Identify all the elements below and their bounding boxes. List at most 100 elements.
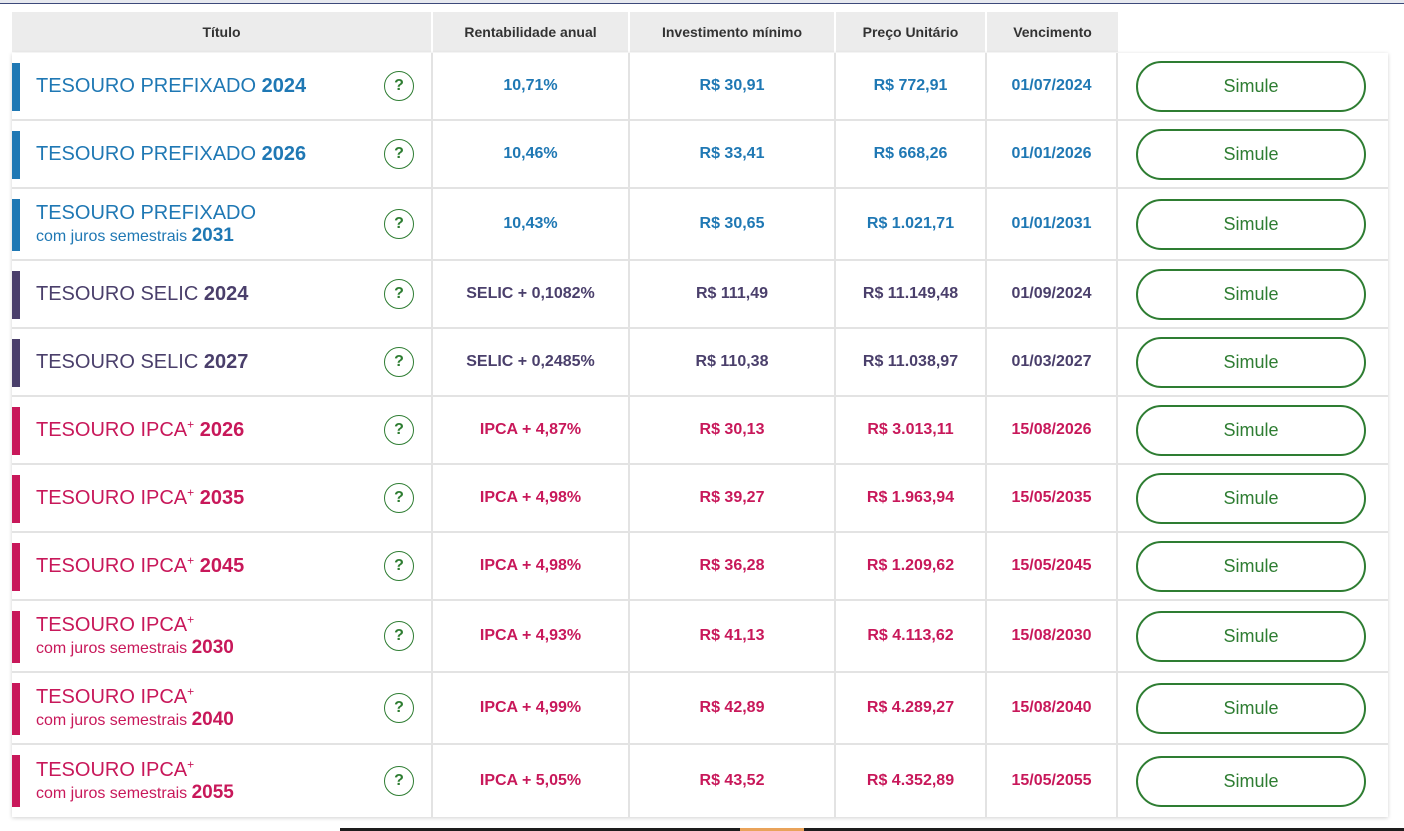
bond-name-superscript: + bbox=[187, 484, 195, 499]
bond-name: TESOURO SELIC bbox=[36, 282, 199, 305]
top-bar bbox=[0, 0, 1404, 4]
help-icon[interactable]: ? bbox=[384, 483, 414, 513]
group-accent-bar bbox=[12, 63, 20, 111]
cell-action: Simule bbox=[1118, 121, 1388, 187]
bond-title: TESOURO IPCA+ 2035 bbox=[36, 484, 245, 510]
bond-name: TESOURO IPCA bbox=[36, 418, 188, 441]
bond-subtitle: com juros semestrais bbox=[36, 784, 188, 802]
cell-titulo: TESOURO IPCA+ 2045? bbox=[12, 533, 433, 599]
table-header: Título Rentabilidade anual Investimento … bbox=[12, 12, 1118, 52]
bond-year: 2040 bbox=[191, 708, 234, 730]
simule-button[interactable]: Simule bbox=[1136, 755, 1366, 807]
bond-title: TESOURO PREFIXADO com juros semestrais 20… bbox=[36, 202, 256, 247]
cell-rentabilidade: IPCA + 5,05% bbox=[433, 745, 630, 817]
simule-button[interactable]: Simule bbox=[1136, 128, 1366, 180]
cell-vencimento: 01/07/2024 bbox=[987, 53, 1118, 119]
header-titulo: Título bbox=[12, 12, 433, 52]
cell-investimento: R$ 39,27 bbox=[630, 465, 836, 531]
bond-year: 2035 bbox=[199, 486, 245, 509]
table-row: TESOURO PREFIXADO 2026? 10,46% R$ 33,41 R$ … bbox=[12, 121, 1388, 189]
bond-subtitle: com juros semestrais bbox=[36, 227, 188, 245]
cell-preco: R$ 1.021,71 bbox=[836, 189, 987, 259]
help-icon[interactable]: ? bbox=[384, 621, 414, 651]
cell-rentabilidade: 10,46% bbox=[433, 121, 630, 187]
cell-titulo: TESOURO IPCA+ 2035? bbox=[12, 465, 433, 531]
simule-button[interactable]: Simule bbox=[1136, 336, 1366, 388]
cell-action: Simule bbox=[1118, 53, 1388, 119]
cell-preco: R$ 1.209,62 bbox=[836, 533, 987, 599]
cell-titulo: TESOURO IPCA+ com juros semestrais 2030? bbox=[12, 601, 433, 671]
bond-name: TESOURO IPCA bbox=[36, 554, 188, 577]
help-icon[interactable]: ? bbox=[384, 766, 414, 796]
help-icon[interactable]: ? bbox=[384, 693, 414, 723]
cell-titulo: TESOURO SELIC 2027? bbox=[12, 329, 433, 395]
simule-button[interactable]: Simule bbox=[1136, 60, 1366, 112]
simule-button[interactable]: Simule bbox=[1136, 404, 1366, 456]
bond-year: 2024 bbox=[203, 282, 249, 305]
cell-action: Simule bbox=[1118, 465, 1388, 531]
cell-rentabilidade: SELIC + 0,1082% bbox=[433, 261, 630, 327]
cell-titulo: TESOURO PREFIXADO 2026? bbox=[12, 121, 433, 187]
cell-titulo: TESOURO IPCA+ 2026? bbox=[12, 397, 433, 463]
bond-year: 2045 bbox=[199, 554, 245, 577]
cell-action: Simule bbox=[1118, 673, 1388, 743]
bond-year: 2031 bbox=[191, 224, 234, 246]
table-row: TESOURO IPCA+ com juros semestrais 2040? I… bbox=[12, 673, 1388, 745]
bond-name: TESOURO PREFIXADO bbox=[36, 74, 257, 97]
group-accent-bar bbox=[12, 199, 20, 251]
header-rentabilidade: Rentabilidade anual bbox=[433, 12, 630, 52]
help-icon[interactable]: ? bbox=[384, 415, 414, 445]
group-accent-bar bbox=[12, 755, 20, 807]
bond-title: TESOURO IPCA+ 2026 bbox=[36, 418, 244, 442]
bottom-mark bbox=[740, 828, 804, 831]
cell-investimento: R$ 30,91 bbox=[630, 53, 836, 119]
help-icon[interactable]: ? bbox=[384, 279, 414, 309]
header-preco: Preço Unitário bbox=[836, 12, 987, 52]
simule-button[interactable]: Simule bbox=[1136, 610, 1366, 662]
bond-subtitle: com juros semestrais bbox=[36, 711, 188, 729]
group-accent-bar bbox=[12, 611, 20, 663]
cell-preco: R$ 4.352,89 bbox=[836, 745, 987, 817]
simule-button[interactable]: Simule bbox=[1136, 540, 1366, 592]
cell-titulo: TESOURO IPCA+ com juros semestrais 2055? bbox=[12, 745, 433, 817]
bond-name: TESOURO PREFIXADO bbox=[36, 142, 257, 165]
cell-rentabilidade: 10,71% bbox=[433, 53, 630, 119]
help-icon[interactable]: ? bbox=[384, 71, 414, 101]
cell-action: Simule bbox=[1118, 261, 1388, 327]
bond-name: TESOURO IPCA bbox=[36, 486, 188, 509]
bond-title: TESOURO IPCA+ com juros semestrais 2040 bbox=[36, 685, 234, 731]
bond-name-superscript: + bbox=[187, 611, 195, 626]
cell-vencimento: 15/08/2040 bbox=[987, 673, 1118, 743]
simule-button[interactable]: Simule bbox=[1136, 682, 1366, 734]
bond-year: 2026 bbox=[261, 142, 307, 165]
bond-table-body: TESOURO PREFIXADO 2024? 10,71% R$ 30,91 R$ … bbox=[12, 53, 1388, 817]
simule-button[interactable]: Simule bbox=[1136, 198, 1366, 250]
bond-year: 2030 bbox=[191, 636, 234, 658]
cell-preco: R$ 4.113,62 bbox=[836, 601, 987, 671]
group-accent-bar bbox=[12, 407, 20, 455]
simule-button[interactable]: Simule bbox=[1136, 268, 1366, 320]
header-vencimento: Vencimento bbox=[1013, 24, 1092, 40]
bond-name: TESOURO PREFIXADO bbox=[36, 201, 257, 224]
cell-investimento: R$ 42,89 bbox=[630, 673, 836, 743]
cell-vencimento: 01/03/2027 bbox=[987, 329, 1118, 395]
bond-name: TESOURO IPCA bbox=[36, 758, 188, 781]
cell-preco: R$ 668,26 bbox=[836, 121, 987, 187]
bond-title: TESOURO SELIC 2027 bbox=[36, 351, 248, 374]
help-icon[interactable]: ? bbox=[384, 209, 414, 239]
cell-vencimento: 01/09/2024 bbox=[987, 261, 1118, 327]
simule-button[interactable]: Simule bbox=[1136, 472, 1366, 524]
help-icon[interactable]: ? bbox=[384, 551, 414, 581]
group-accent-bar bbox=[12, 271, 20, 319]
cell-rentabilidade: IPCA + 4,98% bbox=[433, 465, 630, 531]
cell-rentabilidade: 10,43% bbox=[433, 189, 630, 259]
cell-preco: R$ 4.289,27 bbox=[836, 673, 987, 743]
bond-name-superscript: + bbox=[187, 756, 195, 771]
cell-investimento: R$ 111,49 bbox=[630, 261, 836, 327]
cell-investimento: R$ 43,52 bbox=[630, 745, 836, 817]
bond-title: TESOURO IPCA+ com juros semestrais 2030 bbox=[36, 611, 234, 659]
table-row: TESOURO PREFIXADO com juros semestrais 20… bbox=[12, 189, 1388, 261]
help-icon[interactable]: ? bbox=[384, 139, 414, 169]
help-icon[interactable]: ? bbox=[384, 347, 414, 377]
table-row: TESOURO IPCA+ 2026? IPCA + 4,87% R$ 30,13 R… bbox=[12, 397, 1388, 465]
